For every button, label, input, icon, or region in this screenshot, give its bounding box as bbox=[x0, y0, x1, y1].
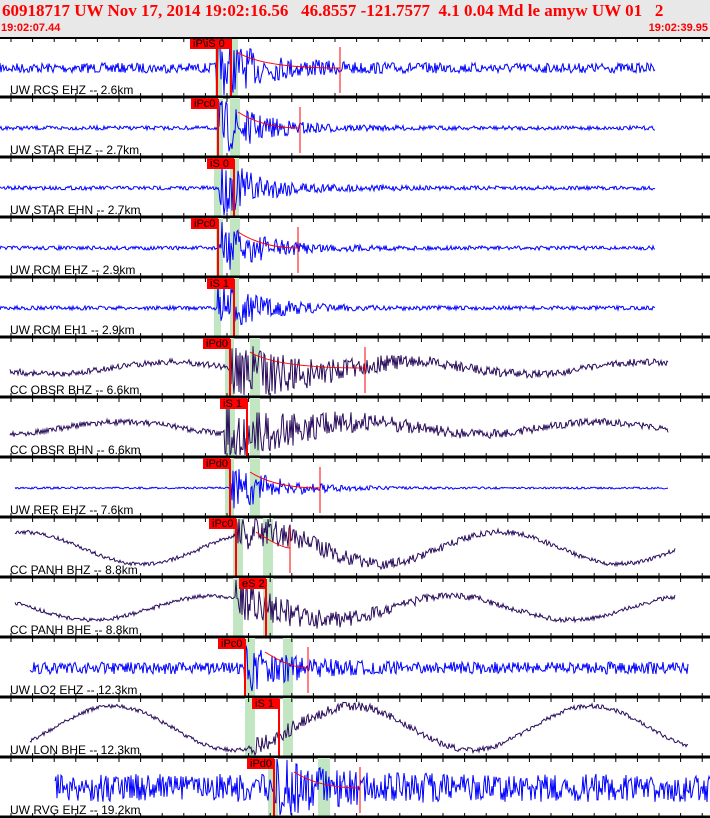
phase-window bbox=[214, 158, 221, 217]
trace-row[interactable]: iS 0 UW STAR EHN -- 2.7km bbox=[0, 157, 710, 219]
trace-row[interactable]: iPc0 UW LO2 EHZ -- 12.3km bbox=[0, 637, 710, 699]
phase-pick-flag[interactable] bbox=[203, 458, 230, 469]
phase-window bbox=[250, 338, 260, 397]
trace-label: UW STAR EHZ -- 2.7km bbox=[10, 143, 139, 157]
waveform bbox=[29, 700, 689, 757]
phase-window bbox=[233, 518, 243, 577]
trace-row[interactable]: iPc0 UW RCM EHZ -- 2.9km bbox=[0, 217, 710, 279]
coda-decay-line bbox=[293, 771, 361, 789]
waveform bbox=[0, 43, 656, 96]
phase-window bbox=[263, 578, 273, 637]
phase-window bbox=[225, 398, 235, 457]
trace-row[interactable]: iS 1 UW RCM EH1 -- 2.9km bbox=[0, 277, 710, 339]
coda-decay-line bbox=[249, 351, 366, 369]
trace-label: UW RER EHZ -- 7.6km bbox=[10, 503, 133, 517]
trace-row[interactable]: iPd0 UW RVG EHZ -- 19.2km bbox=[0, 757, 710, 818]
phase-pick-flag[interactable] bbox=[247, 758, 274, 769]
phase-pick-flag[interactable] bbox=[203, 338, 230, 349]
waveform bbox=[54, 758, 710, 816]
trace-label: UW RCM EH1 -- 2.9km bbox=[10, 323, 135, 337]
trace-label: UW STAR EHN -- 2.7km bbox=[10, 203, 140, 217]
waveform bbox=[0, 282, 656, 326]
trace-row[interactable]: iPd0 UW RER EHZ -- 7.6km bbox=[0, 457, 710, 519]
waveform bbox=[0, 100, 655, 152]
phase-window bbox=[216, 98, 223, 157]
coda-decay-line bbox=[237, 231, 299, 249]
trace-label: UW RVG EHZ -- 19.2km bbox=[10, 803, 140, 817]
phase-pick-flag[interactable] bbox=[191, 218, 218, 229]
phase-pick-label: iPd0 bbox=[206, 458, 228, 470]
phase-pick-label: eS 2 bbox=[242, 578, 265, 590]
trace-label: CC PANH BHZ -- 8.8km bbox=[10, 563, 138, 577]
phase-pick-flag[interactable] bbox=[218, 638, 245, 649]
waveform bbox=[9, 346, 669, 396]
trace-label: CC OBSR BHZ -- 6.6km bbox=[10, 383, 139, 397]
phase-pick-label: iS 0 bbox=[210, 158, 229, 170]
trace-row[interactable]: iS 1 CC OBSR BHN -- 6.6km bbox=[0, 397, 710, 459]
trace-label: UW RCM EHZ -- 2.9km bbox=[10, 263, 135, 277]
phase-window bbox=[250, 458, 260, 517]
trace-row[interactable]: iPd0 CC OBSR BHZ -- 6.6km bbox=[0, 337, 710, 399]
phase-window bbox=[263, 518, 273, 577]
phase-pick-flag[interactable] bbox=[190, 38, 230, 49]
phase-pick-label: iS 1 bbox=[223, 398, 242, 410]
trace-row[interactable]: iPc0 UW STAR EHZ -- 2.7km bbox=[0, 97, 710, 159]
phase-window bbox=[283, 638, 293, 697]
trace-label: UW LO2 EHZ -- 12.3km bbox=[10, 683, 137, 697]
phase-pick-label: iPc0 bbox=[194, 98, 215, 110]
phase-window bbox=[215, 38, 222, 97]
phase-pick-label: iPd0 bbox=[206, 338, 228, 350]
event-title: 60918717 UW Nov 17, 2014 19:02:16.56 46.… bbox=[2, 1, 664, 20]
waveform bbox=[14, 469, 669, 509]
coda-decay-line bbox=[264, 651, 309, 669]
phase-window bbox=[245, 698, 255, 757]
coda-decay-line bbox=[236, 51, 341, 69]
trace-label: CC OBSR BHN -- 6.6km bbox=[10, 443, 141, 457]
phase-pick-flag[interactable] bbox=[239, 578, 266, 589]
phase-window bbox=[214, 278, 221, 337]
waveform bbox=[29, 645, 689, 692]
phase-window bbox=[245, 638, 255, 697]
phase-pick-flag[interactable] bbox=[252, 698, 279, 709]
event-header: 60918717 UW Nov 17, 2014 19:02:16.56 46.… bbox=[0, 0, 710, 37]
end-time: 19:02:39.95 bbox=[648, 22, 708, 34]
phase-pick-flag[interactable] bbox=[207, 158, 234, 169]
phase-pick-label: iPc0 bbox=[212, 518, 233, 530]
trace-label: UW RCS EHZ -- 2.6km bbox=[10, 83, 133, 97]
trace-row[interactable]: iP\iS 0 UW RCS EHZ -- 2.6km bbox=[0, 37, 710, 99]
phase-pick-label: iPd0 bbox=[250, 758, 272, 770]
trace-label: UW LON BHE -- 12.3km bbox=[10, 743, 140, 757]
coda-decay-line bbox=[249, 471, 321, 489]
trace-label: CC PANH BHE -- 8.8km bbox=[10, 623, 138, 637]
waveform bbox=[0, 222, 656, 270]
phase-pick-label: iPc0 bbox=[194, 218, 215, 230]
trace-row[interactable]: eS 2 CC PANH BHE -- 8.8km bbox=[0, 577, 710, 639]
phase-window bbox=[230, 218, 240, 277]
phase-pick-label: iPc0 bbox=[221, 638, 242, 650]
seismogram-panel[interactable]: iP\iS 0 UW RCS EHZ -- 2.6km iPc0 UW STAR EH… bbox=[0, 37, 710, 818]
waveform bbox=[0, 162, 656, 216]
phase-pick-flag[interactable] bbox=[209, 518, 236, 529]
phase-pick-flag[interactable] bbox=[220, 398, 247, 409]
coda-decay-line bbox=[255, 531, 291, 549]
phase-pick-flag[interactable] bbox=[191, 98, 218, 109]
start-time: 19:02:07.44 bbox=[1, 22, 61, 34]
phase-pick-label: iS 1 bbox=[255, 698, 274, 710]
trace-row[interactable]: iPc0 CC PANH BHZ -- 8.8km bbox=[0, 517, 710, 579]
waveform bbox=[14, 518, 676, 571]
coda-decay-line bbox=[237, 111, 301, 129]
phase-pick-flag[interactable] bbox=[207, 278, 234, 289]
waveform bbox=[9, 401, 669, 456]
phase-window bbox=[233, 578, 243, 637]
phase-pick-label: iS 1 bbox=[210, 278, 229, 290]
phase-pick-label: iP\iS 0 bbox=[193, 38, 225, 50]
phase-window bbox=[250, 398, 260, 457]
waveform bbox=[14, 578, 676, 629]
trace-row[interactable]: iS 1 UW LON BHE -- 12.3km bbox=[0, 697, 710, 759]
